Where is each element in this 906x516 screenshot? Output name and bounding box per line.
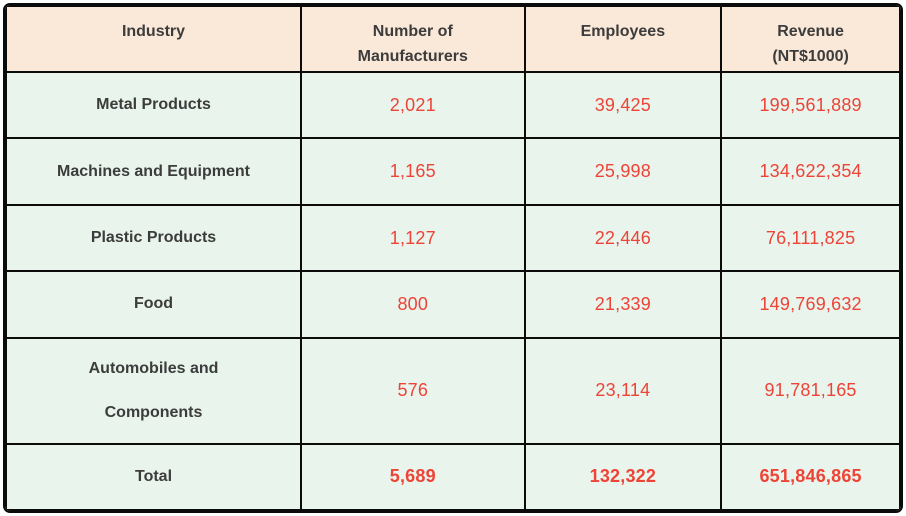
manufacturers-cell: 576 bbox=[300, 336, 526, 445]
manufacturers-cell: 1,127 bbox=[300, 203, 526, 273]
manufacturers-cell: 1,165 bbox=[300, 137, 526, 206]
manufacturers-cell: 5,689 bbox=[300, 442, 526, 511]
revenue-cell: 134,622,354 bbox=[720, 137, 901, 206]
table-row: Plastic Products 1,127 22,446 76,111,825 bbox=[5, 203, 901, 273]
industry-cell: Automobiles and Components bbox=[5, 336, 303, 445]
revenue-cell: 76,111,825 bbox=[720, 203, 901, 273]
industry-cell: Metal Products bbox=[5, 70, 303, 140]
industry-statistics-table: Industry Number of Manufacturers Employe… bbox=[5, 5, 901, 511]
col-header-revenue: Revenue (NT$1000) bbox=[720, 5, 901, 73]
total-row: Total 5,689 132,322 651,846,865 bbox=[5, 442, 901, 511]
industry-cell: Food bbox=[5, 270, 303, 339]
employees-cell: 25,998 bbox=[523, 137, 723, 206]
table-row: Machines and Equipment 1,165 25,998 134,622… bbox=[5, 137, 901, 206]
table-body: Metal Products 2,021 39,425 199,561,889 Mach… bbox=[5, 70, 901, 511]
employees-cell: 21,339 bbox=[523, 270, 723, 339]
industry-cell: Plastic Products bbox=[5, 203, 303, 273]
manufacturers-cell: 2,021 bbox=[300, 70, 526, 140]
employees-cell: 132,322 bbox=[523, 442, 723, 511]
col-header-industry: Industry bbox=[5, 5, 303, 73]
industry-cell: Machines and Equipment bbox=[5, 137, 303, 206]
revenue-cell: 651,846,865 bbox=[720, 442, 901, 511]
col-header-manufacturers: Number of Manufacturers bbox=[300, 5, 526, 73]
manufacturers-cell: 800 bbox=[300, 270, 526, 339]
revenue-cell: 91,781,165 bbox=[720, 336, 901, 445]
revenue-cell: 199,561,889 bbox=[720, 70, 901, 140]
col-header-employees: Employees bbox=[523, 5, 723, 73]
header-row: Industry Number of Manufacturers Employe… bbox=[5, 5, 901, 73]
employees-cell: 22,446 bbox=[523, 203, 723, 273]
employees-cell: 39,425 bbox=[523, 70, 723, 140]
revenue-cell: 149,769,632 bbox=[720, 270, 901, 339]
industry-cell: Total bbox=[5, 442, 303, 511]
table-frame: Industry Number of Manufacturers Employe… bbox=[3, 3, 903, 513]
table-header: Industry Number of Manufacturers Employe… bbox=[5, 5, 901, 73]
employees-cell: 23,114 bbox=[523, 336, 723, 445]
table-row: Food 800 21,339 149,769,632 bbox=[5, 270, 901, 339]
table-row: Metal Products 2,021 39,425 199,561,889 bbox=[5, 70, 901, 140]
table-row: Automobiles and Components 576 23,114 91,78… bbox=[5, 336, 901, 445]
